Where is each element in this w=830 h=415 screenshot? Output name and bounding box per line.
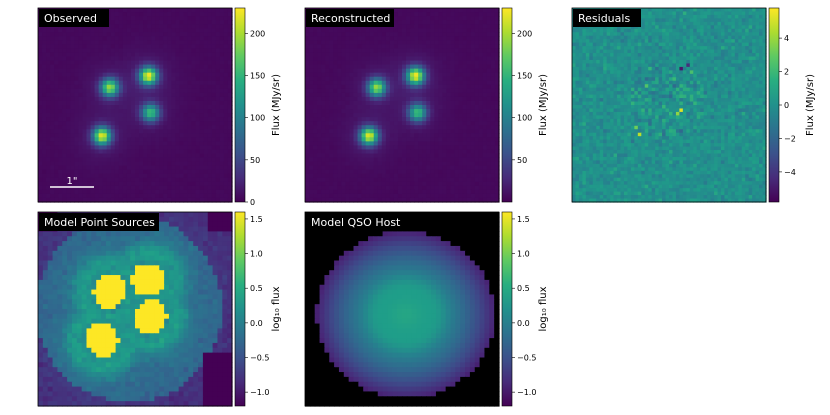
colorbar-observed: 0 50 100 150 200 Flux (MJy/sr) [234, 7, 282, 207]
colorbar-gradient [234, 211, 246, 407]
colorbar-tick-label: 0.5 [517, 284, 530, 293]
heatmap-observed [38, 8, 233, 203]
colorbar-tick-label: 2 [784, 68, 789, 77]
colorbar-gradient [234, 7, 246, 203]
colorbar-tick-label: −0.5 [250, 354, 269, 363]
colorbar-tick-label: 0.0 [250, 319, 263, 328]
colorbar-tick-label: 200 [517, 29, 532, 38]
panel-reconstructed: Reconstructed 50 100 150 200 Flux (MJy/sr) [304, 7, 549, 203]
colorbar-label: log₁₀ flux [538, 286, 549, 331]
colorbar-tick-label: 200 [250, 29, 265, 38]
colorbar-gradient [768, 7, 780, 203]
colorbar-tick-label: 0 [250, 198, 255, 207]
colorbar-tick-label: 1.5 [250, 215, 263, 224]
title-box [306, 213, 408, 231]
colorbar-gradient [501, 211, 513, 407]
colorbar-label: log₁₀ flux [271, 286, 282, 331]
panel-title: Model QSO Host [311, 216, 401, 229]
panel-title: Observed [44, 12, 97, 25]
scale-bar-label: 1" [67, 176, 78, 187]
heatmap-reconstructed [305, 8, 500, 203]
colorbar-tick-label: 50 [517, 156, 527, 165]
heatmap-model-point-sources [38, 212, 233, 407]
colorbar-tick-label: −4 [784, 168, 796, 177]
title-box [39, 213, 159, 231]
colorbar-label: Flux (MJy/sr) [805, 74, 816, 136]
colorbar-model-qso-host: −1.0 −0.5 0.0 0.5 1.0 1.5 log₁₀ flux [501, 211, 549, 407]
colorbar-label: Flux (MJy/sr) [271, 74, 282, 136]
colorbar-tick-label: 150 [250, 71, 265, 80]
panel-model-qso-host: Model QSO Host −1.0 −0.5 0.0 0.5 1.0 1.5 log₁₀… [304, 211, 549, 407]
colorbar-tick-label: 100 [517, 114, 532, 123]
panel-title: Residuals [578, 12, 630, 25]
title-box [573, 9, 641, 27]
panel-frame [37, 7, 233, 203]
colorbar-tick-label: 0.0 [517, 319, 530, 328]
panel-title: Model Point Sources [44, 216, 155, 229]
heatmap-residuals [572, 8, 767, 203]
colorbar-tick-label: −2 [784, 134, 796, 143]
panel-observed: Observed 1" 0 50 100 150 200 Flux (MJy/sr) [37, 7, 282, 207]
colorbar-gradient [501, 7, 513, 203]
colorbar-tick-label: 150 [517, 71, 532, 80]
panel-frame [571, 7, 767, 203]
colorbar-tick-label: −0.5 [517, 354, 536, 363]
colorbar-residuals: −4 −2 0 2 4 Flux (MJy/sr) [768, 7, 816, 203]
colorbar-tick-label: −1.0 [517, 388, 536, 397]
panel-frame [304, 7, 500, 203]
colorbar-tick-label: 0 [784, 101, 789, 110]
panel-frame [37, 211, 233, 407]
colorbar-tick-label: 0.5 [250, 284, 263, 293]
colorbar-tick-label: 1.0 [250, 250, 263, 259]
title-box [39, 9, 109, 27]
panel-residuals: Residuals −4 −2 0 2 4 Flux (MJy/sr) [571, 7, 816, 203]
colorbar-tick-label: 100 [250, 114, 265, 123]
panel-model-point-sources: Model Point Sources −1.0 −0.5 0.0 0.5 1.0 1.5… [37, 211, 282, 407]
colorbar-tick-label: 1.0 [517, 250, 530, 259]
heatmap-model-qso-host [305, 212, 500, 407]
colorbar-reconstructed: 50 100 150 200 Flux (MJy/sr) [501, 7, 549, 203]
colorbar-tick-label: −1.0 [250, 388, 269, 397]
panel-frame [304, 211, 500, 407]
title-box [306, 9, 394, 27]
colorbar-tick-label: 50 [250, 156, 260, 165]
colorbar-model-point-sources: −1.0 −0.5 0.0 0.5 1.0 1.5 log₁₀ flux [234, 211, 282, 407]
colorbar-label: Flux (MJy/sr) [538, 74, 549, 136]
colorbar-tick-label: 4 [784, 34, 789, 43]
colorbar-tick-label: 1.5 [517, 215, 530, 224]
panel-title: Reconstructed [311, 12, 390, 25]
